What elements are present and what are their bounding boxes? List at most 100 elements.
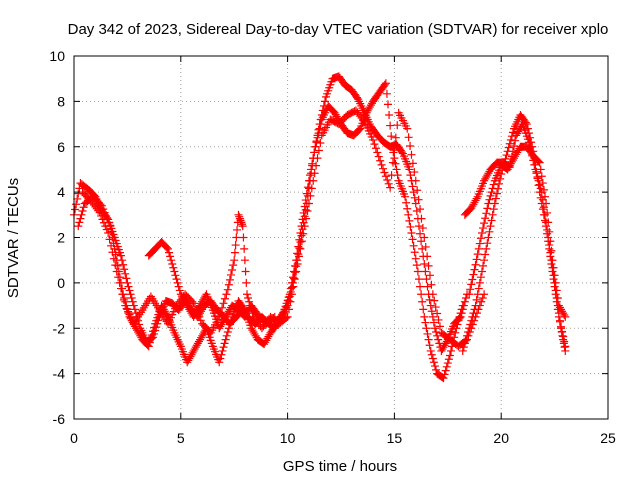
data-point-marker: [535, 180, 544, 189]
data-point-marker: [543, 225, 552, 234]
data-point-marker: [418, 297, 427, 306]
data-point-marker: [130, 305, 139, 314]
data-point-marker: [403, 204, 412, 213]
data-point-marker: [458, 301, 467, 310]
data-point-marker: [314, 146, 323, 155]
data-point-marker: [506, 157, 515, 166]
data-point-marker: [549, 271, 558, 280]
data-point-marker: [215, 358, 224, 367]
data-point-marker: [471, 260, 480, 269]
y-tick-label: 2: [57, 230, 65, 246]
data-point-marker: [235, 214, 244, 223]
data-point-marker: [243, 290, 252, 299]
data-point-marker: [472, 255, 481, 264]
data-point-marker: [529, 156, 538, 165]
data-point-marker: [303, 207, 312, 216]
data-point-marker: [408, 182, 417, 191]
data-point-marker: [107, 241, 116, 250]
data-point-marker: [169, 263, 178, 272]
data-point-marker: [286, 297, 295, 306]
data-point-marker: [427, 350, 436, 359]
data-point-marker: [405, 165, 414, 174]
data-point-marker: [386, 121, 395, 130]
data-point-marker: [423, 282, 432, 291]
data-point-marker: [320, 97, 329, 106]
data-point-marker: [468, 312, 477, 321]
data-point-marker: [486, 222, 495, 231]
data-point-marker: [381, 172, 390, 181]
data-point-marker: [406, 141, 415, 150]
data-point-marker: [96, 200, 105, 209]
data-point-marker: [287, 290, 296, 299]
data-point-marker: [407, 228, 416, 237]
data-point-marker: [109, 254, 118, 263]
data-point-marker: [371, 144, 380, 153]
data-point-marker: [561, 312, 570, 321]
data-point-marker: [427, 307, 436, 316]
data-point-marker: [426, 346, 435, 355]
data-point-marker: [226, 316, 235, 325]
data-point-marker: [547, 246, 556, 255]
data-point-marker: [230, 248, 239, 257]
data-point-marker: [527, 147, 536, 156]
data-point-marker: [508, 147, 517, 156]
data-point-marker: [550, 278, 559, 287]
data-point-marker: [312, 161, 321, 170]
data-point-marker: [492, 189, 501, 198]
data-point-marker: [561, 346, 570, 355]
data-point-marker: [124, 282, 133, 291]
data-point-marker: [413, 186, 422, 195]
data-point-marker: [75, 218, 84, 227]
data-point-marker: [457, 305, 466, 314]
data-point-marker: [116, 284, 125, 293]
data-point-marker: [239, 233, 248, 242]
data-point-marker: [309, 176, 318, 185]
data-point-marker: [392, 165, 401, 174]
data-point-marker: [224, 280, 233, 289]
data-point-marker: [289, 282, 298, 291]
data-point-marker: [431, 303, 440, 312]
data-point-marker: [422, 275, 431, 284]
data-point-marker: [506, 135, 515, 144]
data-point-marker: [469, 270, 478, 279]
data-point-marker: [533, 173, 542, 181]
data-point-marker: [390, 154, 399, 163]
data-point-marker: [557, 328, 566, 337]
data-point-marker: [434, 315, 443, 324]
data-point-marker: [166, 252, 175, 261]
data-point-marker: [485, 195, 494, 204]
data-point-marker: [401, 192, 410, 201]
data-point-marker: [559, 339, 568, 348]
data-point-marker: [410, 248, 419, 257]
data-point-marker: [219, 299, 228, 308]
data-point-marker: [385, 110, 394, 119]
data-point-marker: [145, 338, 154, 347]
data-point-marker: [384, 179, 393, 188]
y-tick-label: -6: [53, 411, 66, 427]
data-point-marker: [299, 208, 308, 217]
data-point-marker: [238, 222, 247, 231]
y-tick-label: 8: [57, 93, 65, 109]
data-point-marker: [440, 370, 449, 379]
data-point-marker: [238, 220, 247, 229]
data-point-marker: [551, 286, 560, 295]
data-point-marker: [530, 160, 539, 169]
data-point-marker: [454, 316, 463, 325]
data-point-marker: [410, 193, 419, 202]
data-point-marker: [433, 331, 442, 340]
data-point-marker: [233, 225, 242, 234]
data-point-marker: [388, 158, 397, 167]
data-point-marker: [421, 318, 430, 327]
data-point-marker: [144, 342, 153, 351]
data-point-marker: [432, 328, 441, 337]
data-point-marker: [104, 228, 113, 237]
data-point-marker: [409, 188, 418, 197]
data-point-marker: [300, 222, 309, 231]
data-point-marker: [115, 278, 124, 287]
data-point-marker: [116, 251, 125, 260]
data-point-marker: [470, 265, 479, 274]
data-point-marker: [443, 359, 452, 368]
data-point-marker: [472, 194, 481, 203]
data-point-marker: [380, 80, 389, 89]
